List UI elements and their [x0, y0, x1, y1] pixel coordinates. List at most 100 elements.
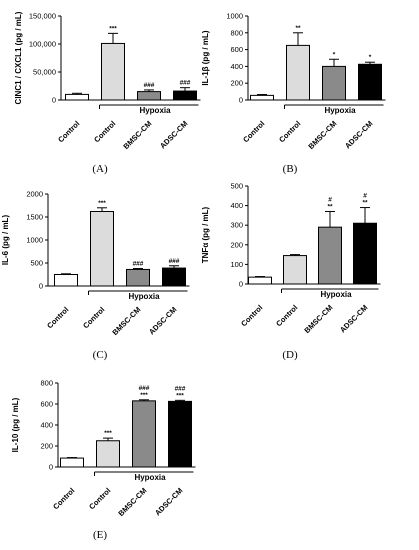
bar-control: [54, 274, 78, 287]
y-tick-label: 800: [40, 379, 53, 388]
bar-bmsc-cm: [132, 400, 156, 468]
bar-control: [65, 93, 89, 101]
x-tick-label: ADSC-CM: [158, 119, 189, 150]
bar-hypoxia-control: [96, 440, 120, 468]
panel-label: (D): [282, 349, 298, 361]
y-axis-label: IL-1β (pg / mL): [201, 30, 210, 85]
y-tick-label: 500: [30, 259, 43, 268]
panel-label: (B): [283, 163, 298, 175]
chart-panel-2: 0 200 400 600 800 1000 IL-1β (pg / mL) Control *…: [201, 12, 386, 175]
y-tick-label: 100: [230, 260, 243, 269]
x-tick-label: Control: [81, 305, 106, 330]
significance-mark: **: [295, 25, 301, 32]
panel-label: (C): [93, 349, 108, 361]
y-tick-label: 200: [230, 240, 243, 249]
x-tick-label: ADSC-CM: [147, 305, 178, 336]
y-tick-label: 800: [230, 28, 243, 37]
x-tick-label: Control: [274, 303, 299, 328]
y-tick-label: 100,000: [29, 40, 56, 49]
bar-bmsc-cm: [137, 91, 161, 101]
y-tick-label: 1000: [226, 12, 243, 21]
x-tick-label: BMSC-CM: [121, 119, 153, 151]
y-tick-label: 500: [230, 182, 243, 191]
bar-control: [250, 94, 274, 101]
y-tick-label: 300: [230, 221, 243, 230]
chart-panel-5: 0 200 400 600 800 IL-10 (pg / mL) Control *** Co…: [11, 379, 196, 541]
y-tick-label: 200: [230, 79, 243, 88]
bar-hypoxia-control: [283, 255, 307, 285]
y-axis-label: IL-10 (pg / mL): [11, 397, 20, 452]
y-tick-label: 0: [39, 282, 43, 291]
significance-mark: #: [328, 196, 332, 203]
significance-mark: ###: [169, 258, 180, 265]
y-tick-label: 600: [40, 400, 53, 409]
x-tick-label: ADSC-CM: [153, 486, 184, 517]
panel-label: (A): [92, 163, 108, 175]
x-tick-label: Control: [87, 486, 112, 511]
y-tick-label: 1500: [26, 213, 43, 222]
bar-bmsc-cm: [318, 226, 342, 285]
group-label: Hypoxia: [128, 292, 160, 301]
x-tick-label: Control: [241, 119, 266, 144]
significance-mark: ***: [109, 25, 117, 32]
x-tick-label: ADSC-CM: [338, 303, 369, 334]
bar-adsc-cm: [162, 267, 186, 287]
group-label: Hypoxia: [134, 473, 166, 482]
significance-mark: ***: [104, 430, 112, 437]
significance-mark: *: [369, 54, 372, 61]
x-tick-label: Control: [277, 119, 302, 144]
y-tick-label: 200: [40, 442, 53, 451]
x-tick-label: Control: [56, 119, 81, 144]
significance-mark: ###: [139, 385, 150, 392]
bar-adsc-cm: [358, 63, 382, 101]
x-tick-label: Control: [45, 305, 70, 330]
y-tick-label: 0: [239, 96, 243, 105]
x-tick-label: Control: [239, 303, 264, 328]
y-tick-label: 0: [52, 96, 56, 105]
x-tick-label: Control: [51, 486, 76, 511]
panel-label: (E): [93, 529, 107, 541]
group-label: Hypoxia: [139, 106, 171, 115]
y-tick-label: 400: [230, 201, 243, 210]
y-tick-label: 400: [230, 62, 243, 71]
y-tick-label: 150,000: [29, 12, 56, 21]
bar-adsc-cm: [173, 90, 197, 101]
significance-mark: ###: [180, 80, 191, 87]
y-tick-label: 0: [239, 280, 243, 289]
significance-mark: ###: [175, 385, 186, 392]
significance-mark: ***: [176, 392, 184, 399]
significance-mark: **: [327, 203, 333, 210]
significance-mark: ***: [98, 200, 106, 207]
chart-panel-4: 0 100 200 300 400 500 TNFα (pg / mL) Control Con…: [201, 182, 381, 361]
y-tick-label: 2000: [26, 190, 43, 199]
bar-control: [248, 276, 272, 285]
significance-mark: **: [362, 200, 368, 207]
significance-mark: #: [363, 193, 367, 200]
bar-control: [60, 457, 84, 468]
x-tick-label: BMSC-CM: [110, 305, 142, 337]
bar-hypoxia-control: [101, 42, 125, 101]
bar-bmsc-cm: [322, 65, 346, 101]
y-tick-label: 600: [230, 45, 243, 54]
y-tick-label: 1000: [26, 236, 43, 245]
y-tick-label: 400: [40, 421, 53, 430]
y-tick-label: 50,000: [33, 68, 56, 77]
y-axis-label: CINC1 / CXCL1 (pg / mL): [14, 11, 23, 104]
x-tick-label: BMSC-CM: [302, 303, 334, 335]
group-label: Hypoxia: [320, 290, 352, 299]
x-tick-label: BMSC-CM: [116, 486, 148, 518]
bar-adsc-cm: [353, 222, 377, 285]
significance-mark: ***: [140, 392, 148, 399]
bar-adsc-cm: [168, 400, 192, 468]
y-axis-label: TNFα (pg / mL): [201, 206, 210, 263]
x-tick-label: ADSC-CM: [343, 119, 374, 150]
bar-bmsc-cm: [126, 268, 150, 287]
significance-mark: ###: [133, 261, 144, 268]
bar-hypoxia-control: [286, 44, 310, 101]
group-label: Hypoxia: [324, 106, 356, 115]
chart-panel-3: 0 500 1000 1500 2000 IL-6 (pg / mL) Control ***…: [1, 190, 190, 361]
y-axis-label: IL-6 (pg / mL): [1, 215, 10, 266]
significance-mark: ###: [144, 82, 155, 89]
y-tick-label: 0: [49, 463, 53, 472]
